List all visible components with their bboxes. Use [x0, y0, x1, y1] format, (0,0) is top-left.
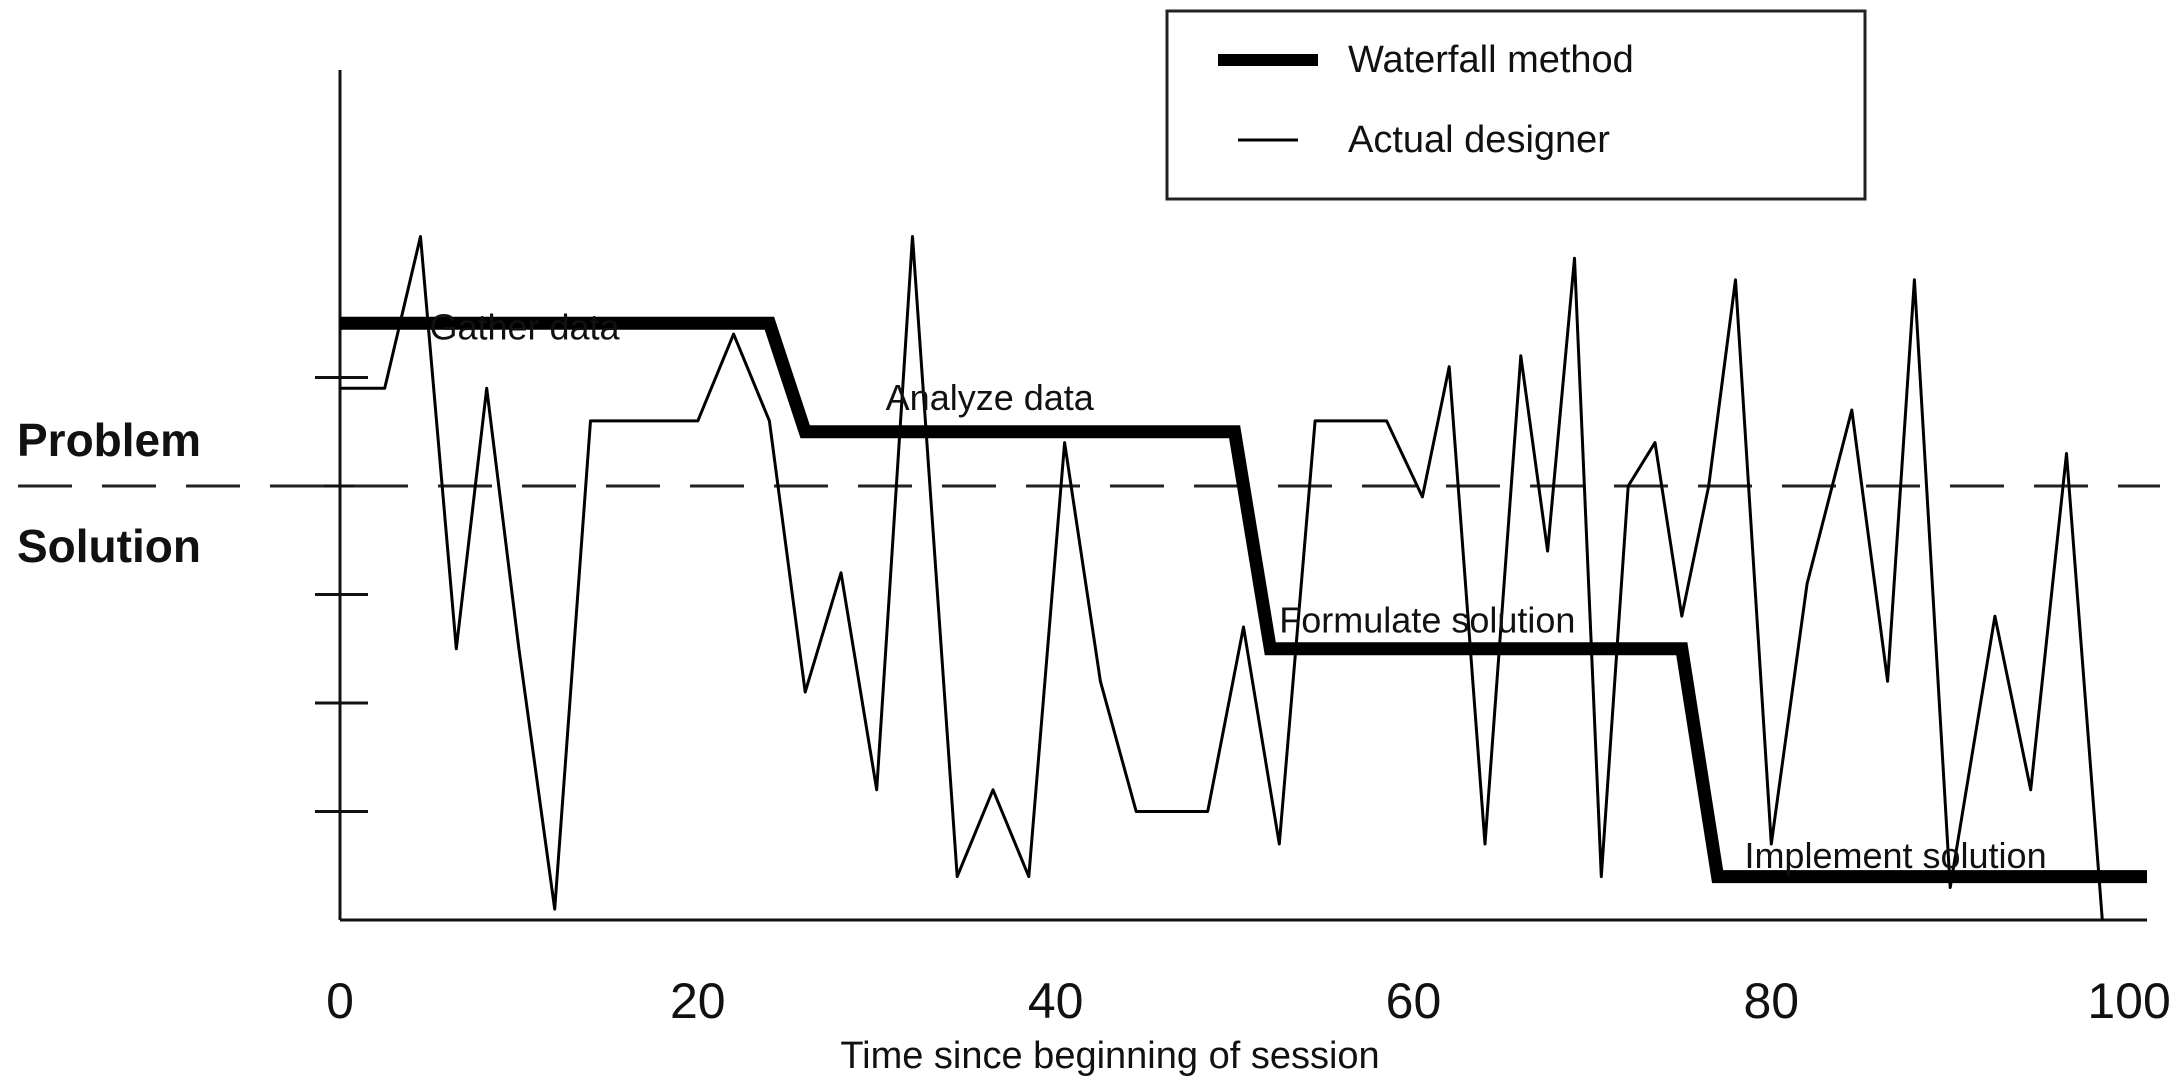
waterfall-method-line: [340, 316, 2147, 884]
x-tick-label-1: 20: [670, 973, 726, 1029]
solution-label: Solution: [17, 520, 201, 572]
x-tick-label-4: 80: [1743, 973, 1799, 1029]
legend-label-actual: Actual designer: [1348, 119, 1610, 161]
x-tick-label-2: 40: [1028, 973, 1084, 1029]
stage-label-3: Implement solution: [1744, 835, 2046, 876]
x-axis-label: Time since beginning of session: [840, 1035, 1379, 1077]
x-tick-label-5: 100: [2087, 973, 2170, 1029]
stage-label-1: Analyze data: [886, 377, 1095, 418]
legend: Waterfall method Actual designer: [1165, 9, 1867, 201]
problem-label: Problem: [17, 414, 201, 466]
legend-label-waterfall: Waterfall method: [1348, 39, 1634, 81]
chart-labels: Time since beginning of session Problem …: [17, 307, 2171, 1077]
actual-designer-line: [340, 235, 2104, 921]
stage-label-0: Gather data: [429, 307, 620, 348]
legend-box: [1165, 9, 1867, 201]
x-tick-label-3: 60: [1386, 973, 1442, 1029]
stage-label-2: Formulate solution: [1279, 599, 1575, 640]
x-tick-label-0: 0: [326, 973, 354, 1029]
chart-plot-area: [18, 70, 2160, 922]
